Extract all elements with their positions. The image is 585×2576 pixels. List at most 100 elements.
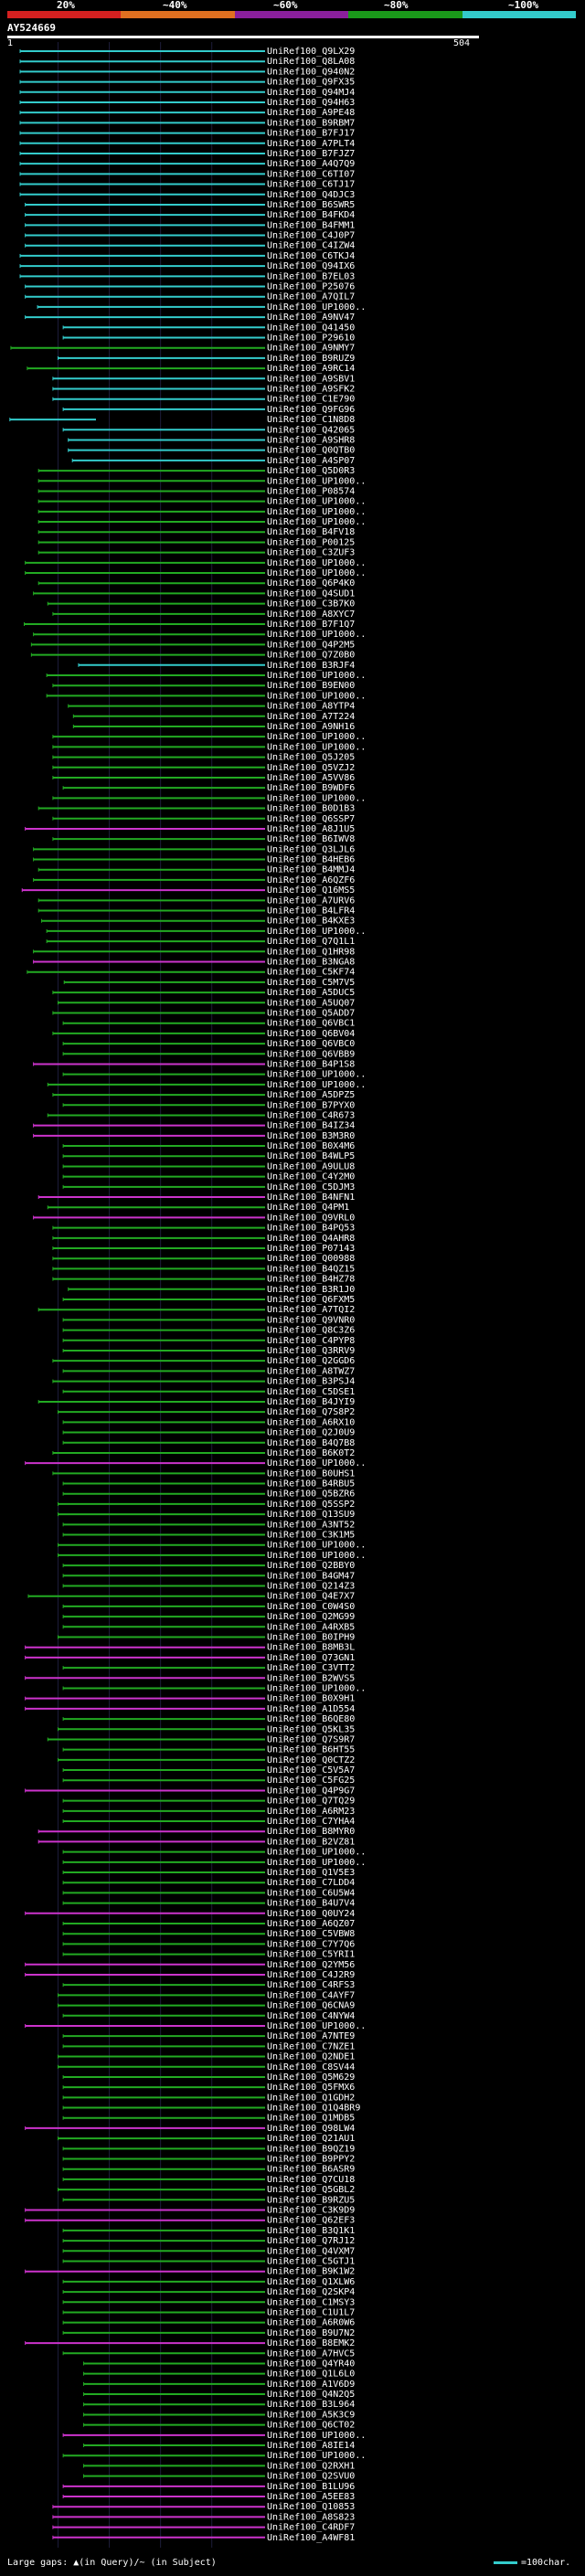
hit-label[interactable]: UniRef100_Q94IX6 [267, 261, 355, 271]
hit-label[interactable]: UniRef100_A7URV6 [267, 896, 355, 906]
hit-label[interactable]: UniRef100_B6IWV8 [267, 834, 355, 844]
hit-label[interactable]: UniRef100_Q4P9G7 [267, 1786, 355, 1796]
hit-label[interactable]: UniRef100_Q62EF3 [267, 2216, 355, 2226]
hit-row[interactable]: UniRef100_Q1HR98 [33, 947, 356, 957]
hit-row[interactable]: UniRef100_A7URV6 [37, 896, 355, 906]
hit-label[interactable]: UniRef100_C7LDD4 [267, 1878, 355, 1888]
hit-label[interactable]: UniRef100_UP1000.. [267, 1070, 366, 1080]
hit-label[interactable]: UniRef100_B7EL03 [267, 271, 355, 281]
hit-label[interactable]: UniRef100_Q0CTZ2 [267, 1755, 355, 1765]
hit-label[interactable]: UniRef100_UP1000.. [267, 2431, 366, 2441]
hit-row[interactable]: UniRef100_Q4P2M5 [30, 640, 355, 650]
hit-row[interactable]: UniRef100_A4RXB5 [62, 1622, 355, 1632]
hit-row[interactable]: UniRef100_Q94IX6 [19, 261, 355, 271]
hit-row[interactable]: UniRef100_B4MMJ4 [37, 865, 355, 875]
hit-label[interactable]: UniRef100_UP1000.. [267, 497, 366, 507]
hit-label[interactable]: UniRef100_Q1HR98 [267, 947, 355, 957]
hit-row[interactable]: UniRef100_A8TWZ7 [62, 1366, 355, 1376]
hit-label[interactable]: UniRef100_B4FMM1 [267, 220, 355, 230]
hit-label[interactable]: UniRef100_Q9FG96 [267, 405, 355, 415]
hit-label[interactable]: UniRef100_C5VBW8 [267, 1929, 355, 1939]
hit-label[interactable]: UniRef100_UP1000.. [267, 1080, 366, 1090]
hit-label[interactable]: UniRef100_UP1000.. [267, 558, 366, 568]
hit-row[interactable]: UniRef100_Q4P9G7 [25, 1786, 356, 1796]
hit-label[interactable]: UniRef100_A9RC14 [267, 364, 355, 374]
hit-label[interactable]: UniRef100_Q94H63 [267, 98, 355, 108]
hit-row[interactable]: UniRef100_Q62EF3 [25, 2216, 356, 2226]
hit-label[interactable]: UniRef100_B9PPY2 [267, 2155, 355, 2165]
hit-row[interactable]: UniRef100_UP1000.. [62, 1858, 366, 1868]
hit-label[interactable]: UniRef100_B8MYR0 [267, 1827, 355, 1837]
hit-label[interactable]: UniRef100_UP1000.. [267, 630, 366, 640]
hit-row[interactable]: UniRef100_B9RZU5 [62, 2195, 355, 2205]
hit-label[interactable]: UniRef100_B4FKD4 [267, 210, 355, 220]
hit-label[interactable]: UniRef100_Q6SSP7 [267, 814, 355, 824]
hit-label[interactable]: UniRef100_A9NH16 [267, 722, 355, 732]
hit-label[interactable]: UniRef100_A1D554 [267, 1704, 355, 1714]
hit-row[interactable]: UniRef100_C4IZW4 [25, 241, 356, 251]
hit-row[interactable]: UniRef100_A9RC14 [27, 364, 355, 374]
hit-row[interactable]: UniRef100_UP1000.. [25, 568, 367, 578]
hit-label[interactable]: UniRef100_C7NZE1 [267, 2041, 355, 2051]
hit-row[interactable]: UniRef100_Q6BV04 [52, 1029, 355, 1039]
hit-label[interactable]: UniRef100_C8SV44 [267, 2062, 355, 2072]
hit-label[interactable]: UniRef100_Q94MJ4 [267, 88, 355, 98]
hit-row[interactable]: UniRef100_C6TJ17 [19, 180, 355, 190]
hit-row[interactable]: UniRef100_C1U1L7 [62, 2307, 355, 2317]
hit-label[interactable]: UniRef100_Q00988 [267, 1254, 355, 1264]
hit-row[interactable]: UniRef100_Q5ADD7 [52, 1008, 355, 1018]
hit-label[interactable]: UniRef100_C0W4S0 [267, 1602, 355, 1612]
hit-row[interactable]: UniRef100_Q1GDH2 [62, 2093, 355, 2103]
hit-row[interactable]: UniRef100_Q2BBY0 [62, 1561, 355, 1571]
hit-label[interactable]: UniRef100_B4WLP5 [267, 1151, 355, 1161]
hit-row[interactable]: UniRef100_A7NTE9 [62, 2031, 355, 2041]
hit-row[interactable]: UniRef100_C0W4S0 [62, 1602, 355, 1612]
hit-row[interactable]: UniRef100_A8XYC7 [52, 610, 355, 620]
hit-label[interactable]: UniRef100_Q2MG99 [267, 1612, 355, 1622]
hit-label[interactable]: UniRef100_B9K1W2 [267, 2267, 355, 2277]
hit-row[interactable]: UniRef100_C3K9D9 [25, 2206, 356, 2216]
hit-label[interactable]: UniRef100_Q4P2M5 [267, 640, 355, 650]
hit-row[interactable]: UniRef100_B4WLP5 [62, 1151, 355, 1161]
hit-row[interactable]: UniRef100_Q940N2 [19, 67, 355, 77]
hit-label[interactable]: UniRef100_Q0UY24 [267, 1909, 355, 1919]
hit-label[interactable]: UniRef100_B6QE80 [267, 1714, 355, 1724]
hit-row[interactable]: UniRef100_C7YHA4 [62, 1817, 355, 1827]
hit-label[interactable]: UniRef100_B4MMJ4 [267, 865, 355, 875]
hit-row[interactable]: UniRef100_P07143 [52, 1244, 355, 1254]
hit-label[interactable]: UniRef100_A8S823 [267, 2512, 355, 2522]
hit-row[interactable]: UniRef100_C4Y2M0 [62, 1172, 355, 1182]
hit-row[interactable]: UniRef100_UP1000.. [62, 1848, 366, 1858]
hit-row[interactable]: UniRef100_A5EE83 [62, 2492, 355, 2502]
hit-row[interactable]: UniRef100_UP1000.. [52, 793, 366, 803]
hit-row[interactable]: UniRef100_Q2SVU0 [83, 2472, 356, 2482]
hit-label[interactable]: UniRef100_C3B7K0 [267, 599, 355, 610]
hit-row[interactable]: UniRef100_A9NV47 [25, 313, 356, 323]
hit-label[interactable]: UniRef100_Q9VRL0 [267, 1213, 355, 1223]
hit-row[interactable]: UniRef100_Q6VBC1 [62, 1019, 355, 1029]
hit-label[interactable]: UniRef100_Q4SUD1 [267, 588, 355, 599]
hit-row[interactable]: UniRef100_B0X9H1 [25, 1694, 356, 1704]
hit-row[interactable]: UniRef100_B9RBM7 [19, 118, 355, 128]
hit-row[interactable]: UniRef100_C6U5W4 [62, 1888, 355, 1898]
hit-label[interactable]: UniRef100_Q7S8P2 [267, 1407, 355, 1417]
hit-row[interactable]: UniRef100_Q5D0R3 [37, 466, 355, 476]
hit-row[interactable]: UniRef100_Q5M629 [62, 2072, 355, 2083]
hit-label[interactable]: UniRef100_C4RDF7 [267, 2523, 355, 2533]
hit-row[interactable]: UniRef100_Q1L6L0 [83, 2369, 356, 2380]
hit-row[interactable]: UniRef100_P29610 [62, 334, 355, 344]
hit-row[interactable]: UniRef100_Q5KL35 [58, 1724, 356, 1734]
hit-row[interactable]: UniRef100_Q6P4K0 [37, 578, 355, 588]
hit-row[interactable]: UniRef100_Q4DJC3 [19, 190, 355, 200]
hit-label[interactable]: UniRef100_C5YRI1 [267, 1950, 355, 1960]
hit-label[interactable]: UniRef100_Q5J205 [267, 753, 355, 763]
hit-label[interactable]: UniRef100_Q4E7X7 [267, 1592, 355, 1602]
hit-row[interactable]: UniRef100_A9SHR8 [68, 435, 356, 445]
hit-row[interactable]: UniRef100_B3L964 [83, 2400, 356, 2410]
hit-row[interactable]: UniRef100_A5UQ07 [58, 998, 356, 1008]
hit-row[interactable]: UniRef100_UP1000.. [46, 671, 366, 681]
hit-row[interactable]: UniRef100_B3Q1K1 [62, 2226, 355, 2236]
hit-row[interactable]: UniRef100_B4GM47 [62, 1571, 355, 1581]
hit-row[interactable]: UniRef100_B4PQ53 [52, 1224, 355, 1234]
hit-label[interactable]: UniRef100_UP1000.. [267, 742, 366, 752]
